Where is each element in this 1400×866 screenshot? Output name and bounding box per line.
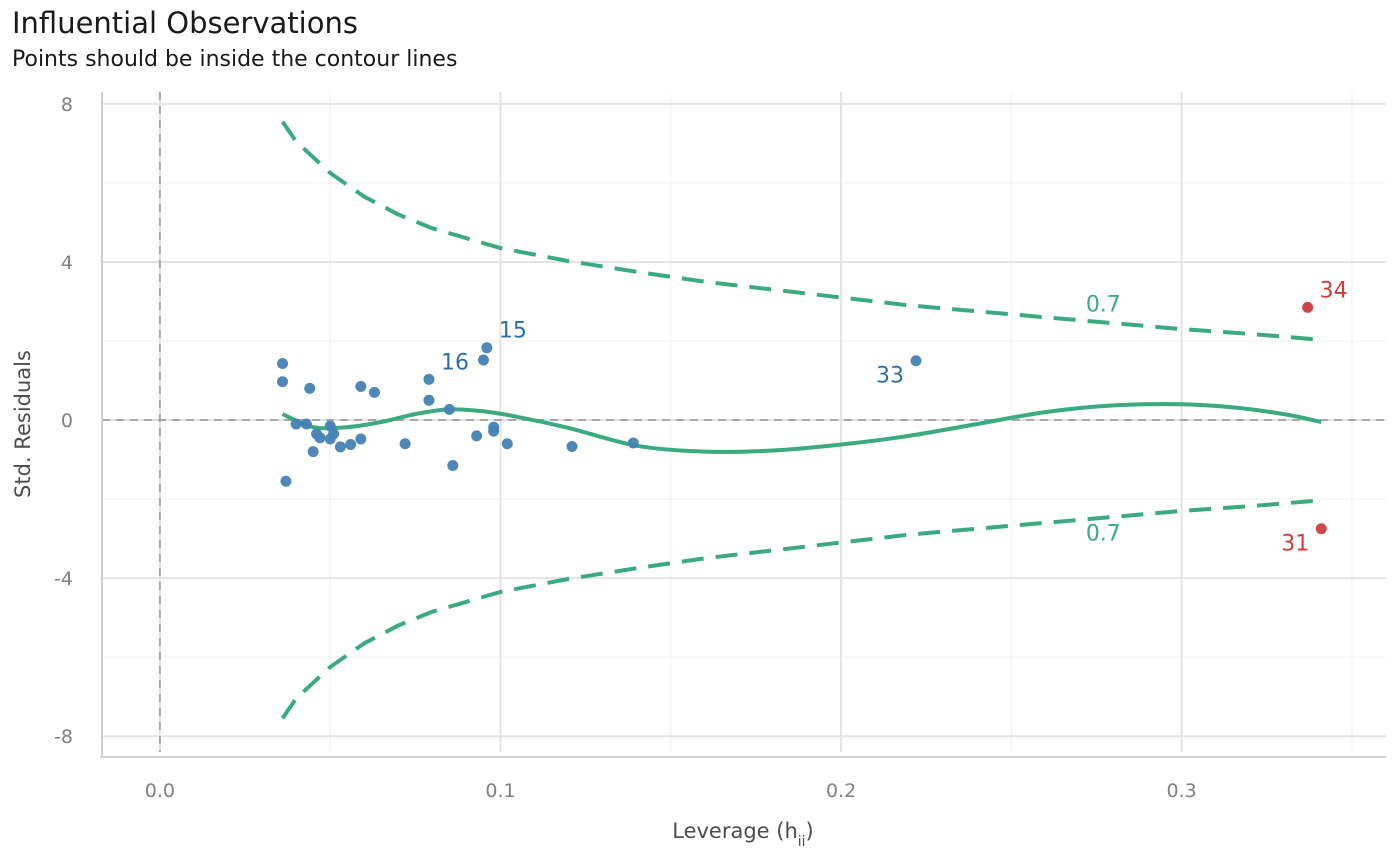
contour-line — [280, 498, 1322, 720]
contour-lines: 0.7 0.7 — [280, 120, 1322, 720]
data-point — [443, 403, 455, 415]
contour-label: 0.7 — [1086, 522, 1121, 547]
x-axis-label: Leverage (hii) — [672, 819, 814, 850]
data-point — [290, 418, 302, 430]
smooth-line-layer — [281, 402, 1322, 454]
data-point — [304, 382, 316, 394]
data-point — [368, 386, 380, 398]
chart-subtitle: Points should be inside the contour line… — [12, 47, 458, 72]
data-point — [355, 380, 367, 392]
data-point — [481, 342, 493, 354]
y-tick-label: -4 — [54, 568, 73, 590]
data-point — [910, 355, 922, 367]
contour-line — [280, 120, 1322, 342]
y-tick-label: -8 — [54, 726, 73, 748]
contour-label: 0.7 — [1086, 292, 1121, 317]
data-point — [334, 441, 346, 453]
data-point — [423, 373, 435, 385]
x-tick-label: 0.1 — [485, 780, 515, 802]
y-tick-label: 4 — [61, 252, 73, 274]
axes: 0.0 0.1 0.2 0.3 -8 -4 0 4 8 — [54, 92, 1386, 802]
point-label: 16 — [441, 350, 469, 375]
data-point — [423, 394, 435, 406]
data-point — [566, 441, 578, 453]
data-point — [328, 428, 340, 440]
x-tick-label: 0.2 — [826, 780, 856, 802]
data-point — [488, 421, 500, 433]
data-point — [355, 433, 367, 445]
point-label: 33 — [876, 364, 904, 389]
data-point — [399, 438, 411, 450]
y-tick-label: 8 — [61, 94, 73, 116]
data-point — [345, 439, 357, 451]
data-point — [307, 446, 319, 458]
chart-title: Influential Observations — [12, 6, 358, 40]
data-point — [471, 430, 483, 442]
x-tick-label: 0.3 — [1167, 780, 1197, 802]
point-label: 15 — [499, 319, 527, 344]
x-tick-label: 0.0 — [145, 780, 175, 802]
data-point — [314, 432, 326, 444]
data-point — [627, 437, 639, 449]
y-axis-label: Std. Residuals — [11, 350, 35, 498]
influential-point — [1315, 523, 1327, 535]
data-point — [501, 438, 513, 450]
grid-lines — [102, 92, 1386, 752]
influential-point — [1302, 301, 1314, 313]
data-point — [277, 358, 289, 370]
point-labels-layer: 15 16 33 34 31 — [441, 278, 1348, 556]
points-layer — [277, 301, 1327, 535]
smooth-line — [281, 402, 1322, 454]
reference-lines — [102, 92, 1386, 752]
data-point — [277, 376, 289, 388]
y-tick-label: 0 — [61, 410, 73, 432]
point-label: 31 — [1281, 532, 1309, 557]
point-label: 34 — [1320, 278, 1348, 303]
data-point — [447, 459, 459, 471]
data-point — [477, 354, 489, 366]
data-point — [280, 475, 292, 487]
data-point — [300, 418, 312, 430]
